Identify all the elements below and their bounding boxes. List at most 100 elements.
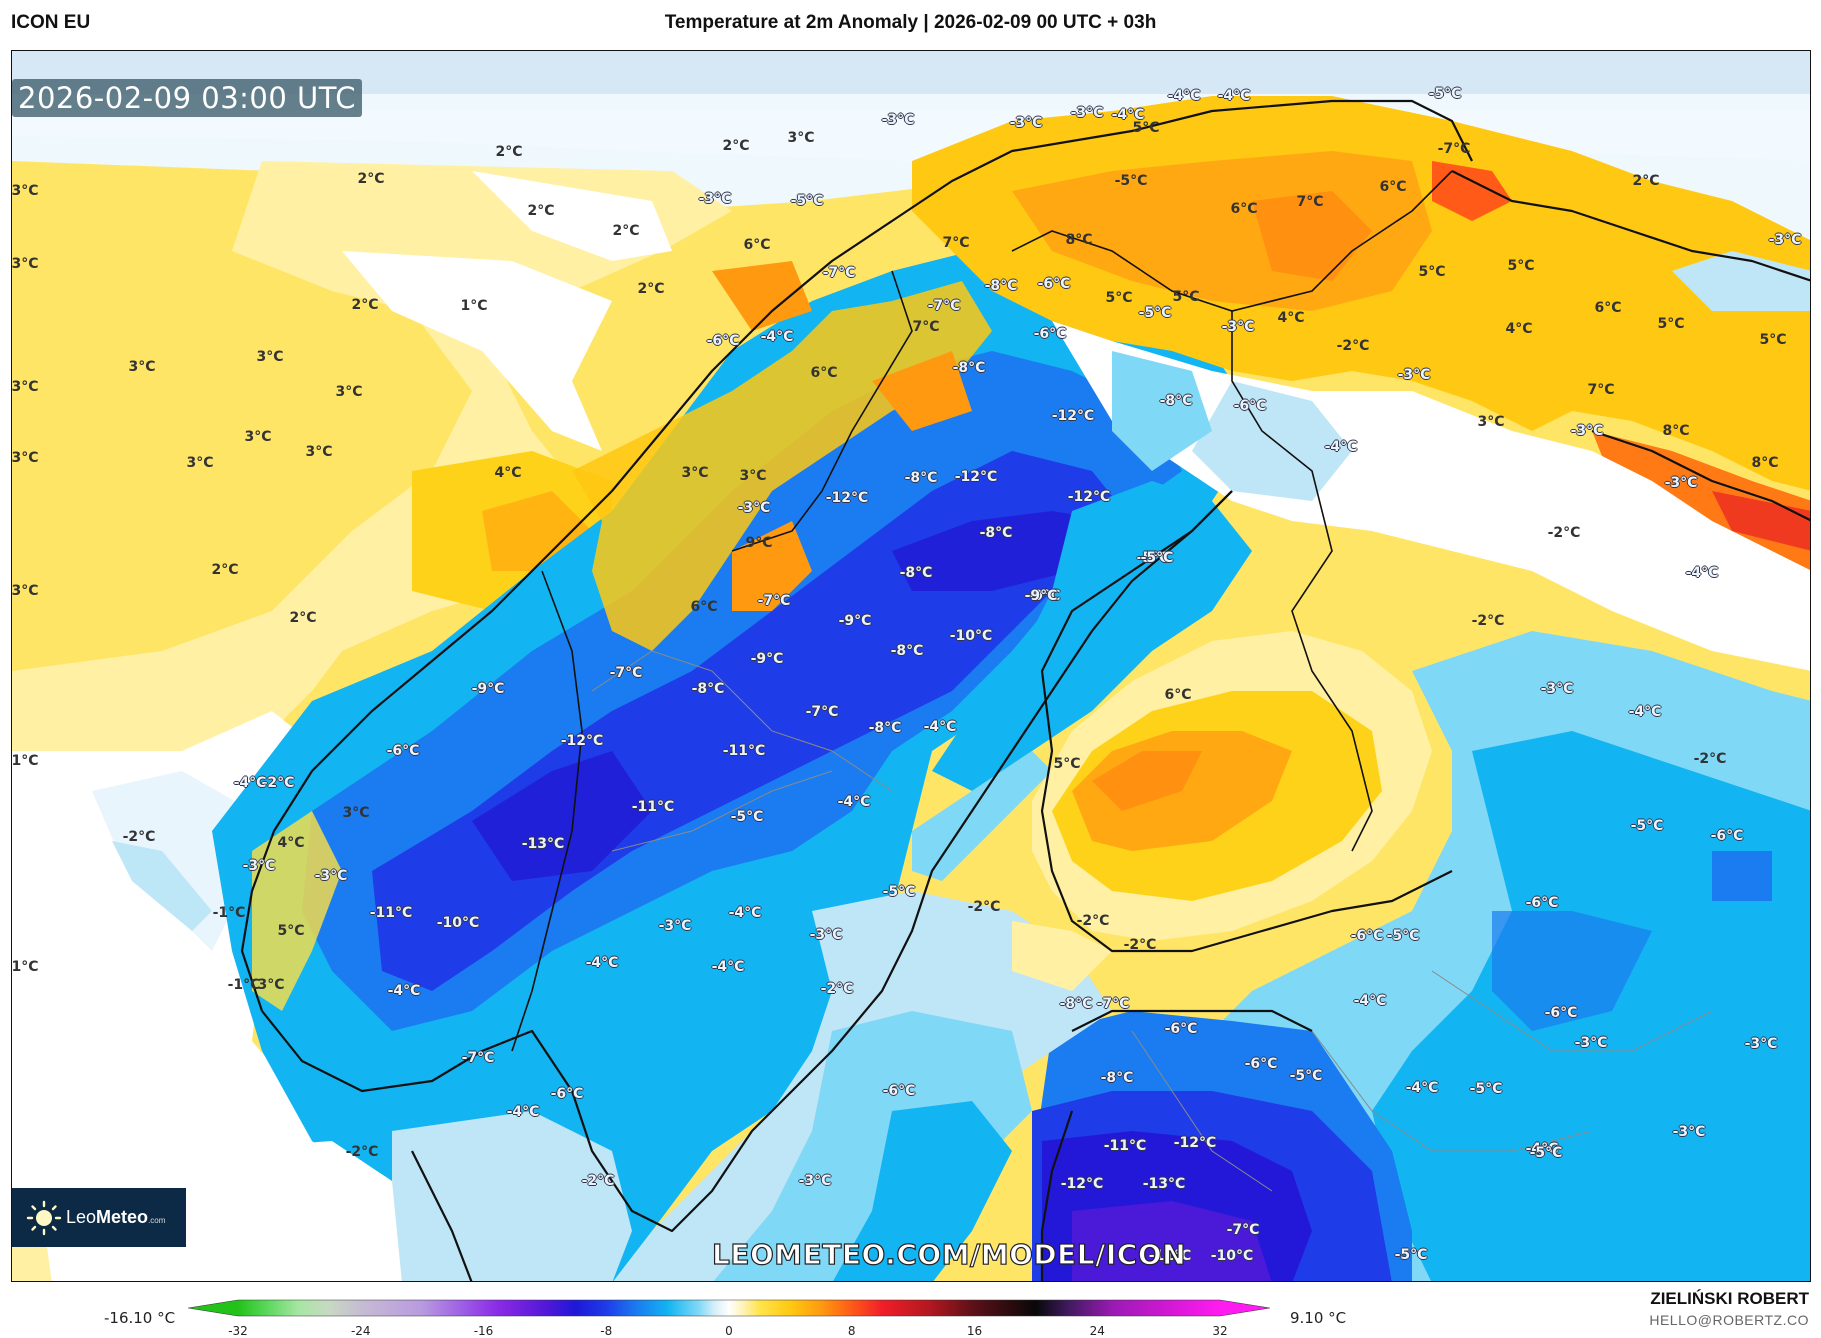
- isotherm-label: -4°C: [387, 983, 421, 999]
- isotherm-label: -8°C: [1059, 996, 1093, 1012]
- isotherm-label: 5°C: [1105, 290, 1133, 306]
- chart-title: Temperature at 2m Anomaly | 2026-02-09 0…: [664, 12, 1157, 33]
- isotherm-label: 4°C: [277, 835, 305, 851]
- isotherm-label: -8°C: [984, 278, 1018, 294]
- isotherm-label: -11°C: [1148, 1248, 1192, 1264]
- isotherm-label: -4°C: [837, 794, 871, 810]
- isotherm-label: -4°C: [1111, 107, 1145, 123]
- isotherm-label: -8°C: [1100, 1070, 1134, 1086]
- isotherm-label: -4°C: [1324, 439, 1358, 455]
- isotherm-label: -8°C: [904, 470, 938, 486]
- isotherm-label: -7°C: [609, 665, 643, 681]
- isotherm-label: -12°C: [954, 469, 998, 485]
- isotherm-label: -5°C: [1469, 1081, 1503, 1097]
- isotherm-label: -3°C: [698, 191, 732, 207]
- isotherm-label: -9°C: [1024, 588, 1058, 604]
- isotherm-label: -2°C: [261, 775, 295, 791]
- isotherm-label: 6°C: [690, 599, 718, 615]
- author-email[interactable]: HELLO@ROBERTZ.CO: [1649, 1312, 1809, 1328]
- isotherm-label: -2°C: [820, 981, 854, 997]
- isotherm-label: 3°C: [257, 977, 285, 993]
- isotherm-label: -8°C: [691, 681, 725, 697]
- isotherm-label: -8°C: [899, 565, 933, 581]
- source-url-watermark: LEOMETEO.COM/MODEL/ICON: [711, 1237, 1187, 1271]
- isotherm-label: 1°C: [460, 298, 488, 314]
- isotherm-label: -6°C: [1244, 1056, 1278, 1072]
- logo-text-light: Leo: [66, 1207, 97, 1227]
- colorbar-max-value: 9.10 °C: [1290, 1309, 1347, 1327]
- isotherm-label: 6°C: [1379, 179, 1407, 195]
- isotherm-label: 1°C: [11, 959, 39, 975]
- isotherm-label: -2°C: [122, 829, 156, 845]
- isotherm-label: -10°C: [1210, 1248, 1254, 1264]
- isotherm-label: -4°C: [1685, 565, 1719, 581]
- isotherm-label: -8°C: [1159, 393, 1193, 409]
- isotherm-label: -3°C: [1540, 681, 1574, 697]
- isotherm-label: -4°C: [1628, 704, 1662, 720]
- isotherm-label: -10°C: [436, 915, 480, 931]
- isotherm-label: -6°C: [1544, 1005, 1578, 1021]
- isotherm-label: 2°C: [612, 223, 640, 239]
- isotherm-label: -11°C: [369, 905, 413, 921]
- isotherm-label: -2°C: [1076, 913, 1110, 929]
- isotherm-label: 2°C: [527, 203, 555, 219]
- isotherm-label: 5°C: [1132, 120, 1160, 136]
- isotherm-label: -4°C: [585, 955, 619, 971]
- colorbar-gradient: [188, 1299, 1270, 1317]
- isotherm-label: -9°C: [1027, 588, 1061, 604]
- isotherm-label: 6°C: [1230, 201, 1258, 217]
- isotherm-label: -5°C: [1136, 550, 1170, 566]
- isotherm-label: -5°C: [1630, 818, 1664, 834]
- author-name: ZIELIŃSKI ROBERT: [1650, 1289, 1809, 1308]
- isotherm-label: -8°C: [979, 525, 1013, 541]
- model-name: ICON EU: [11, 12, 91, 33]
- valid-time-badge: 2026-02-09 03:00 UTC: [12, 79, 363, 117]
- isotherm-label: -4°C: [506, 1104, 540, 1120]
- isotherm-label: -4°C: [1167, 88, 1201, 104]
- isotherm-label: -2°C: [1547, 525, 1581, 541]
- isotherm-label: 2°C: [637, 281, 665, 297]
- isotherm-label: -7°C: [822, 265, 856, 281]
- colorbar-legend: -16.10 °C -32 -24 -16 -8 0 8 16 24 32 9.10 °C: [0, 1290, 1821, 1338]
- isotherm-label: 9°C: [745, 535, 773, 551]
- isotherm-label: -7°C: [927, 298, 961, 314]
- temperature-anomaly-map[interactable]: 2026-02-09 03:00 UTC 3°C 2°C 2°C 2°C 2°C 2°C 3…: [11, 50, 1811, 1282]
- isotherm-label: -3°C: [658, 918, 692, 934]
- isotherm-label: 7°C: [1587, 382, 1615, 398]
- isotherm-label: -3°C: [242, 858, 276, 874]
- isotherm-label: -5°C: [730, 809, 764, 825]
- isotherm-label: 3°C: [305, 444, 333, 460]
- isotherm-label: 2°C: [289, 610, 317, 626]
- leometeo-logo[interactable]: LeoMeteo.com: [12, 1188, 186, 1247]
- isotherm-label: 3°C: [342, 805, 370, 821]
- isotherm-label: -2°C: [1123, 937, 1157, 953]
- isotherm-label: 3°C: [681, 465, 709, 481]
- isotherm-label: -4°C: [760, 329, 794, 345]
- isotherm-label: -4°C: [1525, 1141, 1559, 1157]
- isotherm-label: 8°C: [1065, 232, 1093, 248]
- colorbar-tick-label: 24: [1089, 1324, 1105, 1338]
- sun-icon: [26, 1200, 62, 1236]
- colorbar-tick-label: 16: [966, 1324, 983, 1338]
- isotherm-label: -4°C: [1353, 993, 1387, 1009]
- isotherm-label: -7°C: [1226, 1222, 1260, 1238]
- isotherm-label: -4°C: [1405, 1080, 1439, 1096]
- isotherm-label: 7°C: [942, 235, 970, 251]
- isotherm-label: 5°C: [1053, 756, 1081, 772]
- isotherm-label: -5°C: [1428, 86, 1462, 102]
- isotherm-label: -13°C: [521, 836, 565, 852]
- isotherm-label: 3°C: [11, 583, 39, 599]
- isotherm-label: -3°C: [1574, 1035, 1608, 1051]
- isotherm-label: 2°C: [722, 138, 750, 154]
- isotherm-label: -12°C: [1060, 1176, 1104, 1192]
- isotherm-label: -8°C: [890, 643, 924, 659]
- isotherm-label: -4°C: [1217, 88, 1251, 104]
- isotherm-label: -3°C: [1664, 475, 1698, 491]
- isotherm-label: -12°C: [1173, 1135, 1217, 1151]
- isotherm-label: -6°C: [1525, 895, 1559, 911]
- isotherm-label: -2°C: [1336, 338, 1370, 354]
- isotherm-label: 2°C: [357, 171, 385, 187]
- isotherm-label: -12°C: [560, 733, 604, 749]
- isotherm-label: -6°C: [1164, 1021, 1198, 1037]
- isotherm-label: -6°C: [706, 333, 740, 349]
